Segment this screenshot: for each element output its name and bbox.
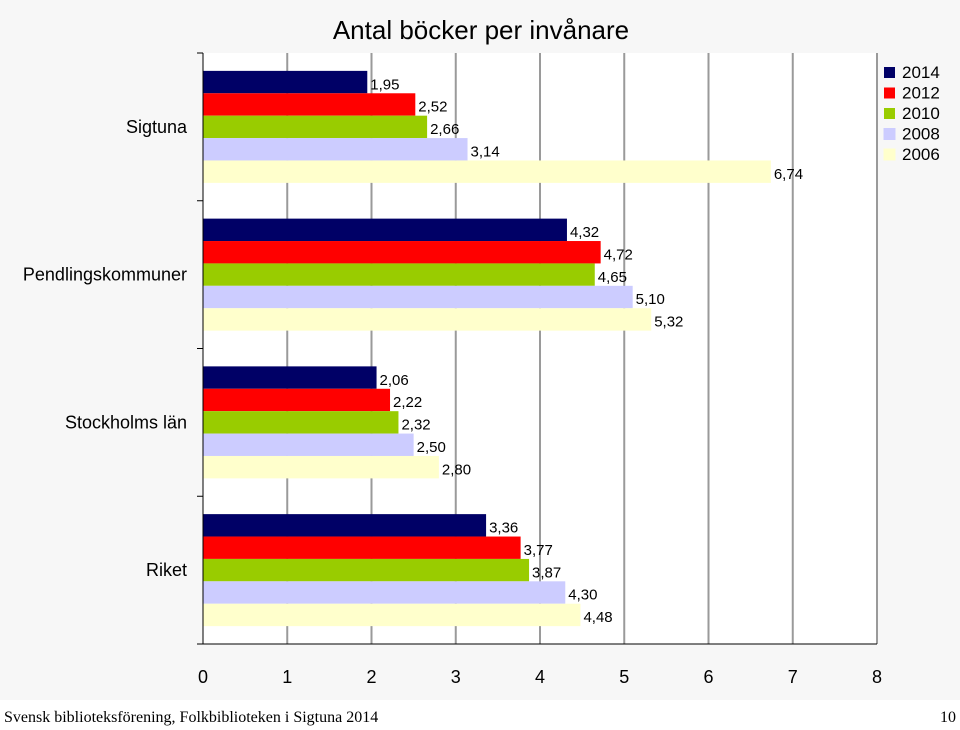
legend-swatch xyxy=(884,108,895,119)
data-label: 3,77 xyxy=(524,542,553,559)
bar xyxy=(203,536,521,559)
data-label: 2,52 xyxy=(418,99,447,116)
chart: Antal böcker per invånare 1,95 2,52 2,66 3,… xyxy=(23,15,940,687)
data-label: 2,22 xyxy=(393,394,422,411)
data-label: 2,80 xyxy=(442,461,471,478)
bar xyxy=(203,93,416,116)
chart-page: Antal böcker per invånare 1,95 2,52 2,66 3,… xyxy=(22,15,940,687)
legend-swatch xyxy=(884,87,895,99)
data-label: 4,48 xyxy=(583,609,612,626)
data-label: 4,65 xyxy=(598,269,627,286)
x-tick-label: 1 xyxy=(282,667,292,687)
bar xyxy=(203,366,377,389)
legend-label: 2012 xyxy=(902,84,940,103)
bar xyxy=(203,433,414,456)
data-label: 3,14 xyxy=(471,143,500,160)
bar xyxy=(203,285,633,309)
x-tick-label: 7 xyxy=(788,667,798,687)
bar xyxy=(203,388,391,412)
bar xyxy=(203,160,771,183)
bar xyxy=(203,581,566,604)
data-label: 5,32 xyxy=(654,314,683,331)
data-label: 5,10 xyxy=(636,291,665,308)
x-tick-label: 0 xyxy=(198,667,208,687)
bar xyxy=(203,514,487,537)
bar xyxy=(203,138,468,161)
x-axis: 0 1 2 3 4 5 6 7 8 xyxy=(197,52,882,687)
bar xyxy=(203,218,567,242)
category-label: Pendlingskommuner xyxy=(23,265,187,285)
bar xyxy=(203,263,595,286)
category-label: Sigtuna xyxy=(126,117,188,137)
data-label: 2,06 xyxy=(380,372,409,389)
legend-swatch xyxy=(884,67,895,78)
x-tick-label: 8 xyxy=(872,667,882,687)
data-label: 2,50 xyxy=(417,439,446,456)
data-label: 3,36 xyxy=(489,520,518,537)
x-tick-label: 5 xyxy=(619,667,629,687)
chart-title: Antal böcker per invånare xyxy=(333,15,629,45)
legend-label: 2010 xyxy=(902,104,940,123)
bar xyxy=(203,115,428,139)
bar xyxy=(203,558,530,582)
data-label: 1,95 xyxy=(370,76,399,93)
bar xyxy=(203,308,652,331)
legend-label: 2014 xyxy=(902,63,940,82)
data-label: 4,72 xyxy=(604,246,633,263)
data-label: 2,32 xyxy=(401,417,430,434)
source-note: Svensk biblioteksförening, Folkbibliotek… xyxy=(4,709,379,726)
value-labels: 1,95 2,52 2,66 3,14 6,74 4,32 4,72 4,65 5,10 5,32… xyxy=(370,76,803,626)
legend-label: 2008 xyxy=(902,125,940,144)
legend-swatch xyxy=(883,128,896,140)
x-tick-label: 2 xyxy=(366,667,376,687)
bar xyxy=(203,241,601,264)
x-tick-label: 4 xyxy=(535,667,545,687)
legend-label: 2006 xyxy=(902,145,940,164)
page-number: 10 xyxy=(940,709,956,726)
bar xyxy=(203,411,399,434)
category-label: Stockholms län xyxy=(65,412,187,432)
data-label: 4,32 xyxy=(570,224,599,241)
x-tick-label: 3 xyxy=(451,667,461,687)
bar xyxy=(203,455,439,479)
data-label: 6,74 xyxy=(774,166,803,183)
bar xyxy=(203,70,368,94)
bar xyxy=(203,603,581,627)
category-labels: Sigtuna Pendlingskommuner Stockholms län Ri… xyxy=(23,117,188,580)
data-label: 4,30 xyxy=(568,587,597,604)
legend-swatch xyxy=(883,148,896,161)
bars xyxy=(203,70,771,627)
category-label: Riket xyxy=(146,560,187,580)
footer: Svensk biblioteksförening, Folkbibliotek… xyxy=(0,700,960,730)
x-tick-label: 6 xyxy=(703,667,713,687)
data-label: 2,66 xyxy=(430,121,459,138)
data-label: 3,87 xyxy=(532,564,561,581)
